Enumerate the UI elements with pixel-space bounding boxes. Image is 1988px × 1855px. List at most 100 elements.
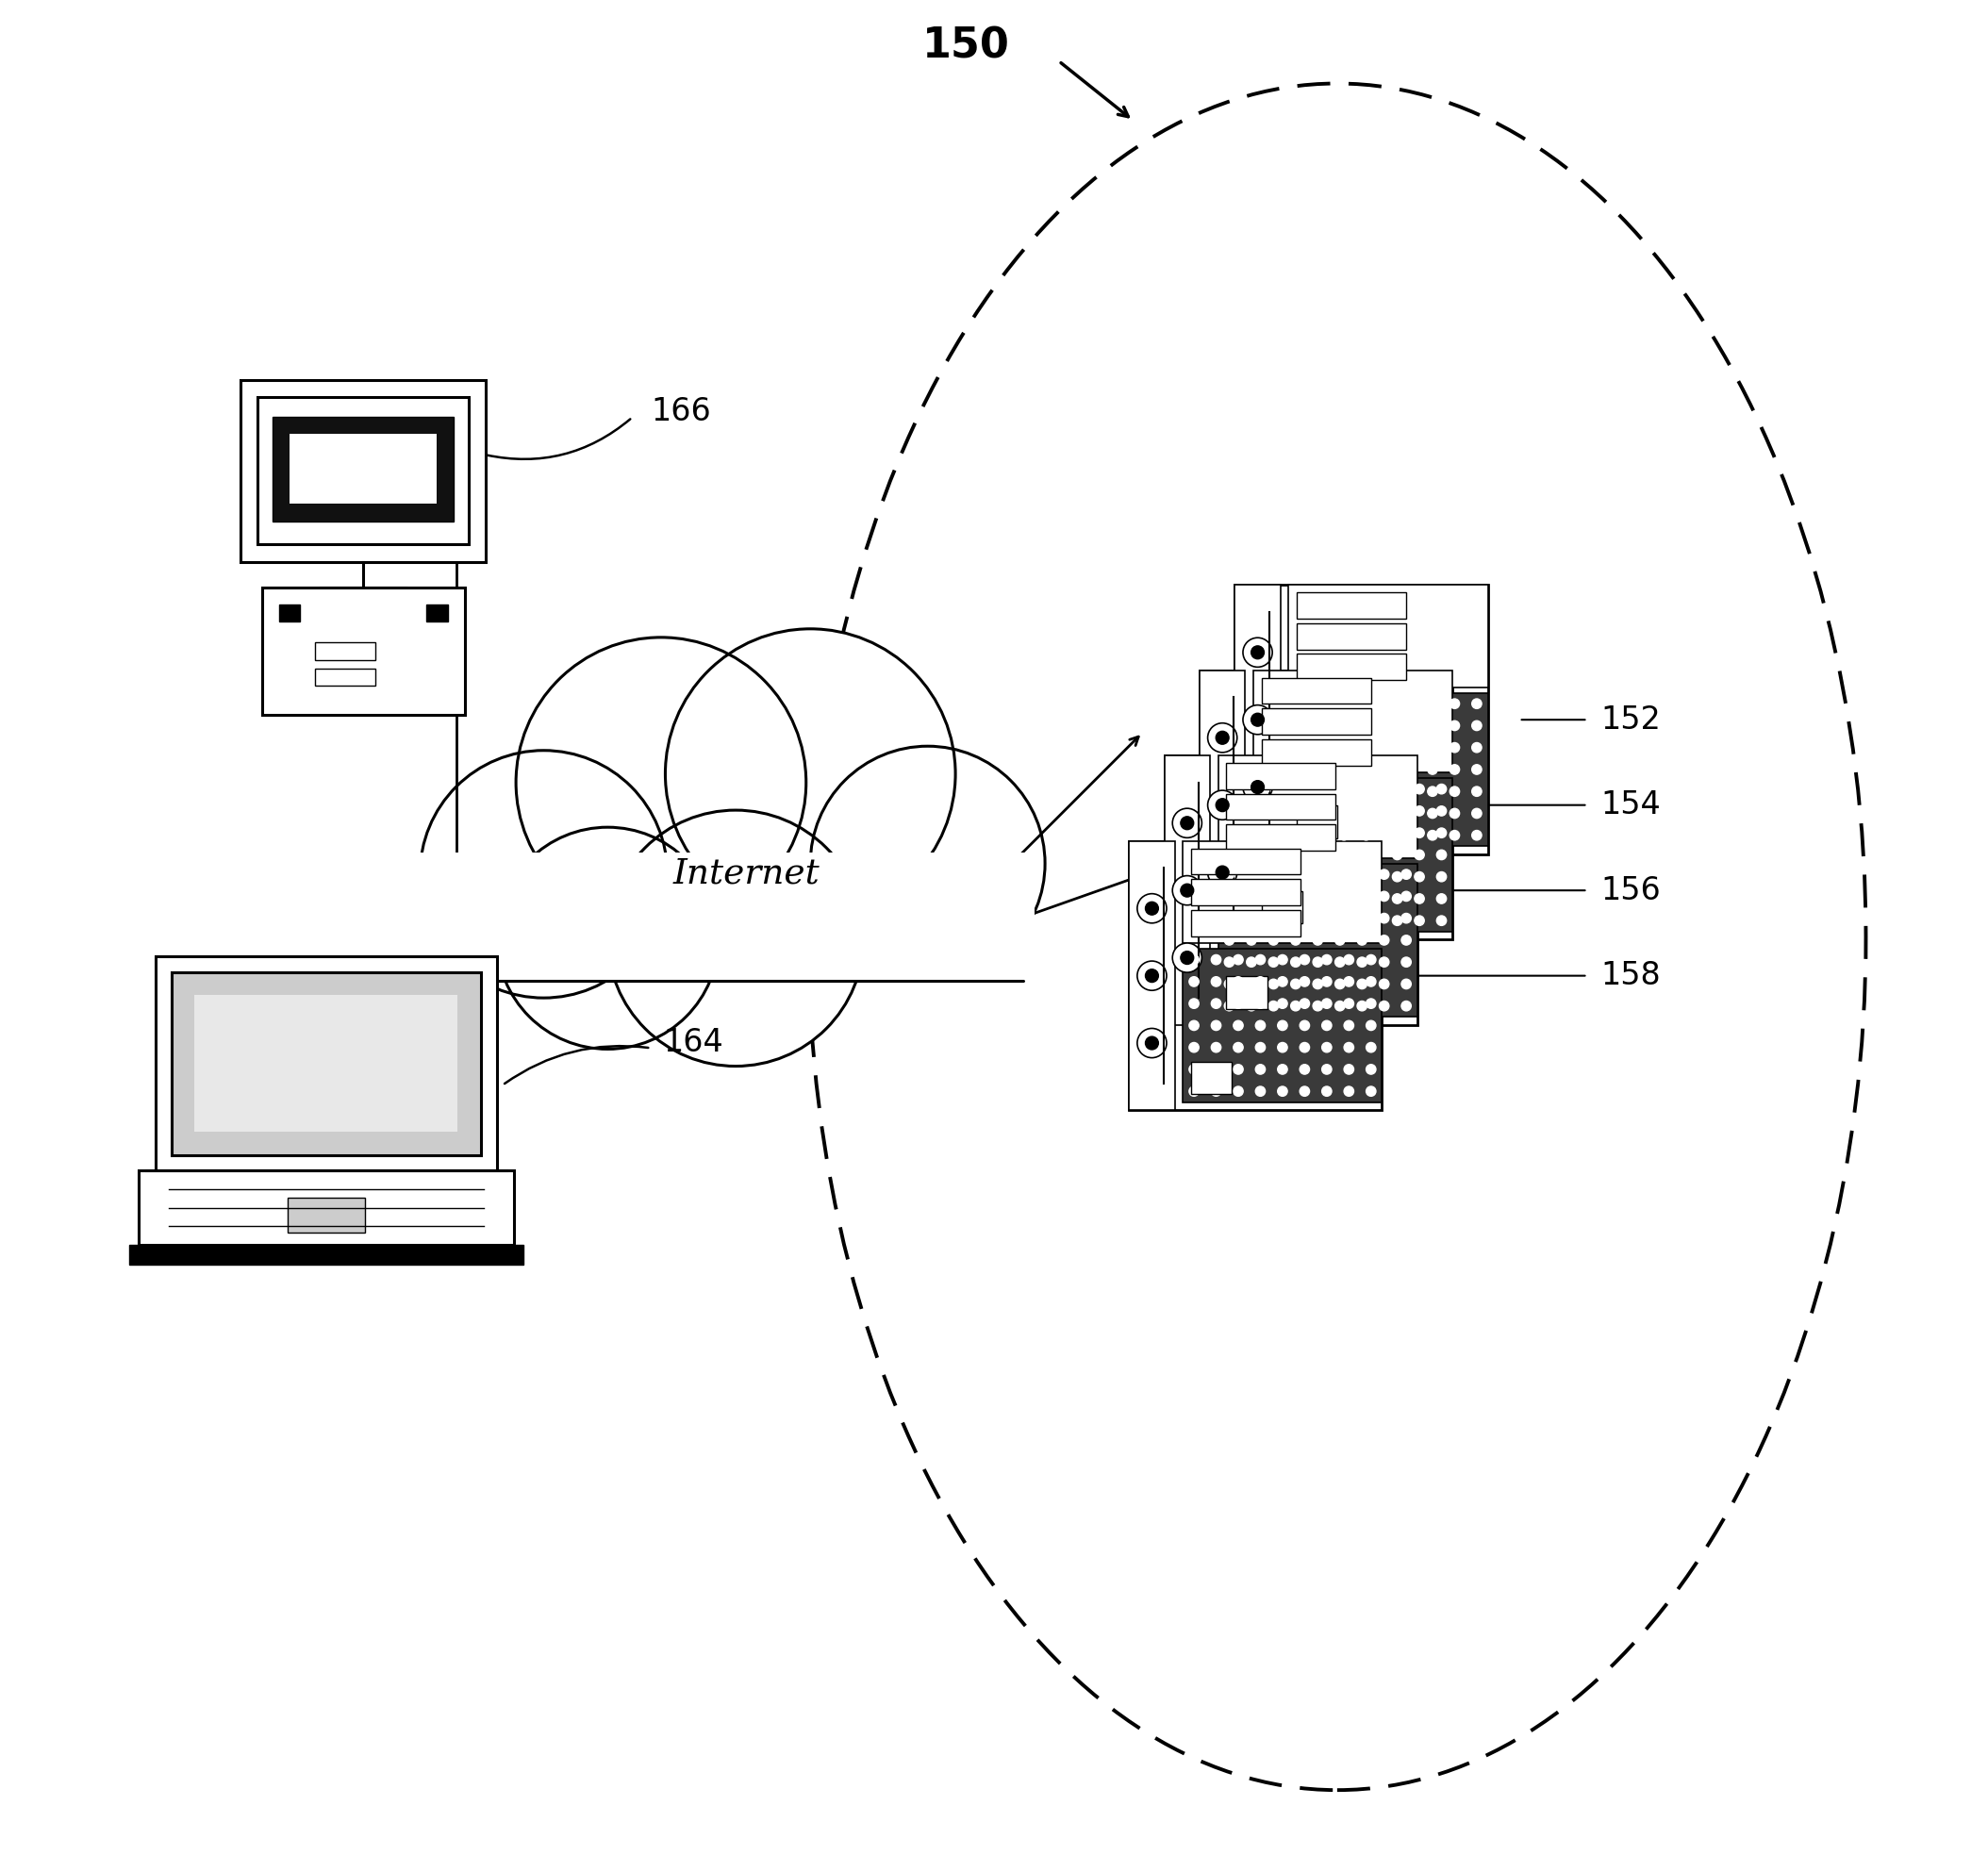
Bar — [262, 588, 465, 716]
Circle shape — [1427, 742, 1437, 753]
Circle shape — [1322, 955, 1332, 965]
Circle shape — [1260, 872, 1270, 881]
Circle shape — [1217, 866, 1229, 879]
Circle shape — [1366, 1087, 1376, 1096]
Circle shape — [1322, 1065, 1332, 1074]
Bar — [1191, 848, 1300, 874]
Bar — [1129, 840, 1175, 1111]
Circle shape — [1406, 722, 1415, 731]
Circle shape — [1427, 809, 1437, 818]
Circle shape — [1300, 998, 1310, 1009]
Circle shape — [1344, 1020, 1354, 1030]
Bar — [139, 1171, 513, 1245]
Bar — [1296, 805, 1338, 838]
Circle shape — [1256, 1043, 1264, 1052]
Circle shape — [1246, 979, 1256, 989]
Circle shape — [1471, 742, 1481, 753]
Circle shape — [1326, 850, 1336, 859]
Bar — [1296, 623, 1406, 649]
Circle shape — [1294, 809, 1304, 818]
Circle shape — [1415, 827, 1423, 838]
Circle shape — [1282, 872, 1292, 881]
Circle shape — [1392, 850, 1402, 859]
Circle shape — [666, 629, 956, 918]
Circle shape — [1437, 785, 1447, 794]
Circle shape — [1427, 831, 1437, 840]
Circle shape — [1250, 646, 1264, 659]
Circle shape — [1326, 807, 1336, 816]
Circle shape — [1406, 699, 1415, 709]
Circle shape — [1348, 850, 1358, 859]
Circle shape — [1250, 712, 1264, 727]
Circle shape — [1336, 870, 1344, 879]
Circle shape — [1181, 816, 1193, 829]
Circle shape — [1366, 1020, 1376, 1030]
Circle shape — [1233, 998, 1242, 1009]
Circle shape — [1366, 978, 1376, 987]
Circle shape — [1380, 979, 1390, 989]
Circle shape — [1246, 1002, 1256, 1011]
Circle shape — [1268, 913, 1278, 924]
Circle shape — [1380, 870, 1390, 879]
Circle shape — [1449, 787, 1459, 796]
Circle shape — [1282, 916, 1292, 926]
Circle shape — [1294, 699, 1304, 709]
Circle shape — [1304, 894, 1314, 903]
Circle shape — [1312, 935, 1322, 944]
Circle shape — [1340, 787, 1350, 796]
Circle shape — [1246, 935, 1256, 944]
Circle shape — [1290, 957, 1300, 966]
Circle shape — [1336, 1002, 1344, 1011]
Circle shape — [1233, 978, 1242, 987]
Circle shape — [1370, 807, 1380, 816]
Bar — [425, 605, 447, 621]
Circle shape — [1189, 998, 1199, 1009]
Circle shape — [1282, 850, 1292, 859]
Bar — [1227, 794, 1336, 820]
Circle shape — [419, 751, 668, 998]
Circle shape — [1358, 957, 1368, 966]
Circle shape — [1268, 870, 1278, 879]
Text: 158: 158 — [1600, 961, 1660, 991]
Circle shape — [1316, 764, 1326, 774]
Circle shape — [1268, 892, 1278, 902]
Circle shape — [1268, 935, 1278, 944]
Circle shape — [1362, 764, 1372, 774]
Circle shape — [1415, 916, 1423, 926]
Circle shape — [1300, 955, 1310, 965]
Circle shape — [1290, 892, 1300, 902]
Circle shape — [1316, 722, 1326, 731]
Text: 150: 150 — [922, 26, 1010, 67]
Bar — [415, 853, 1034, 981]
Circle shape — [1173, 942, 1203, 972]
Circle shape — [1316, 831, 1326, 840]
Circle shape — [1427, 699, 1437, 709]
Circle shape — [1290, 870, 1300, 879]
Circle shape — [1406, 809, 1415, 818]
Circle shape — [1304, 872, 1314, 881]
Circle shape — [1406, 742, 1415, 753]
Bar — [1219, 755, 1417, 859]
Circle shape — [1145, 902, 1159, 915]
Circle shape — [1362, 809, 1372, 818]
Circle shape — [1242, 638, 1272, 668]
Text: 154: 154 — [1600, 790, 1660, 820]
Circle shape — [1189, 1043, 1199, 1052]
Circle shape — [1294, 722, 1304, 731]
Circle shape — [1304, 850, 1314, 859]
Circle shape — [1268, 979, 1278, 989]
Text: 166: 166 — [650, 397, 712, 427]
Circle shape — [1427, 722, 1437, 731]
Circle shape — [1362, 787, 1372, 796]
Circle shape — [1427, 764, 1437, 774]
Circle shape — [1242, 705, 1272, 735]
Text: 156: 156 — [1600, 876, 1660, 905]
Circle shape — [1256, 998, 1264, 1009]
Circle shape — [1471, 809, 1481, 818]
Circle shape — [1370, 850, 1380, 859]
Circle shape — [1362, 722, 1372, 731]
Circle shape — [1300, 978, 1310, 987]
Bar — [1288, 584, 1487, 688]
Circle shape — [1340, 742, 1350, 753]
Circle shape — [1246, 892, 1256, 902]
